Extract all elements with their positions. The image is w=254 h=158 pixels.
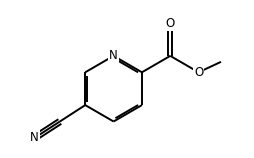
Text: N: N bbox=[30, 131, 39, 144]
Text: N: N bbox=[109, 49, 118, 62]
Text: O: O bbox=[194, 66, 203, 79]
Text: O: O bbox=[166, 17, 175, 30]
